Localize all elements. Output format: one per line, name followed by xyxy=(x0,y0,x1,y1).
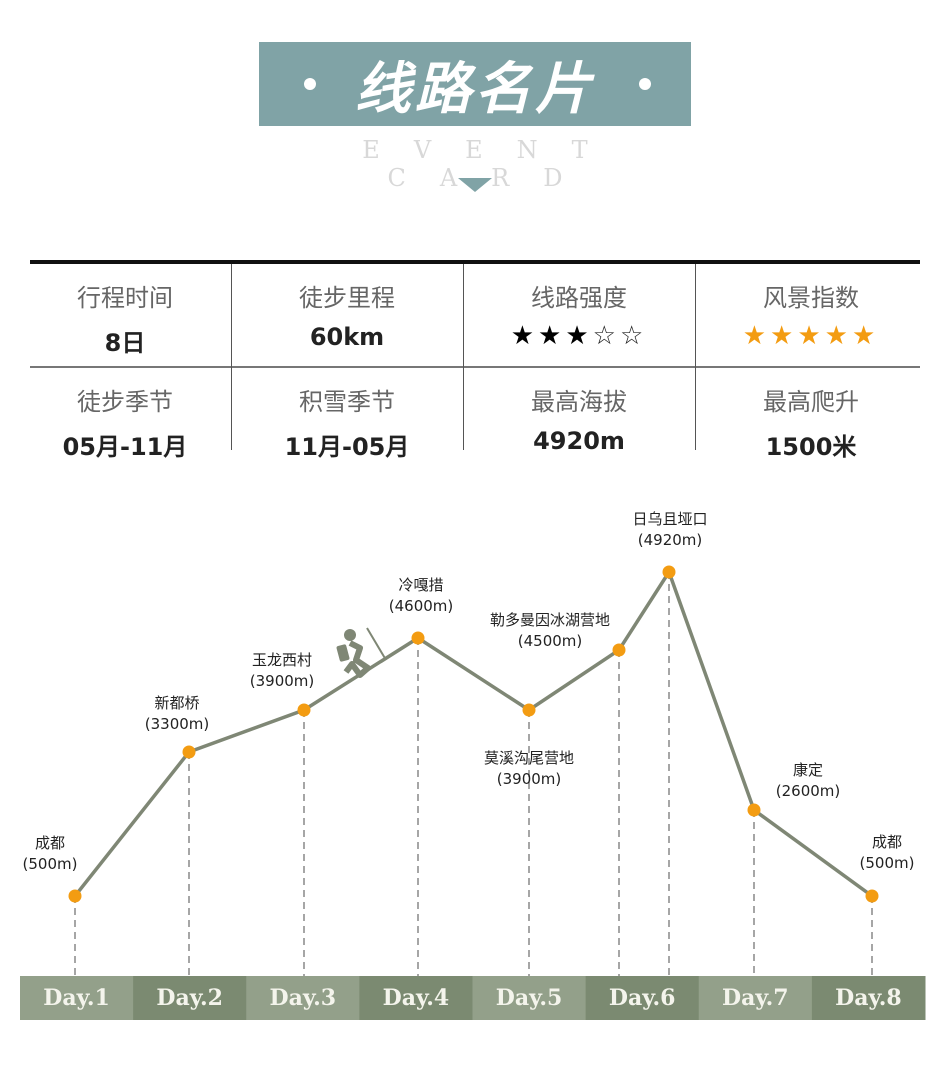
title-banner: 线路名片 xyxy=(259,42,691,126)
divider xyxy=(695,264,696,450)
waypoint-name: 玉龙西村 xyxy=(252,651,312,669)
info-cell: 最高海拔 4920m xyxy=(463,382,695,455)
day-label: Day.2 xyxy=(156,985,223,1011)
day-bar xyxy=(133,976,247,1020)
star-filled-icon: ★ xyxy=(770,321,798,351)
waypoint-name: 成都 xyxy=(35,834,65,852)
info-value: 8日 xyxy=(104,329,146,357)
star-filled-icon: ★ xyxy=(538,321,566,351)
waypoint-elevation: (3900m) xyxy=(250,672,315,690)
day-label: Day.5 xyxy=(496,985,563,1011)
day-bar xyxy=(359,976,473,1020)
info-label: 风景指数 xyxy=(763,284,859,312)
waypoint-dot xyxy=(182,745,196,759)
star-filled-icon: ★ xyxy=(565,321,593,351)
info-cell: 最高爬升 1500米 xyxy=(695,382,927,462)
star-rating: ★★★☆☆ xyxy=(463,321,695,351)
day-bar xyxy=(585,976,700,1020)
info-label: 行程时间 xyxy=(77,284,173,312)
divider xyxy=(30,366,920,368)
star-filled-icon: ★ xyxy=(797,321,825,351)
divider xyxy=(231,264,232,450)
waypoint-elevation: (500m) xyxy=(860,854,915,872)
waypoint-name: 成都 xyxy=(872,833,902,851)
info-value: 60km xyxy=(309,323,385,351)
star-filled-icon: ★ xyxy=(742,321,771,351)
waypoint-name: 新都桥 xyxy=(154,694,199,712)
star-empty-icon: ☆ xyxy=(619,321,648,351)
waypoint-name: 冷嘎措 xyxy=(398,576,443,594)
hiker-icon xyxy=(336,627,387,678)
info-cell: 线路强度 ★★★☆☆ xyxy=(463,278,695,351)
info-table: 行程时间 8日 徒步里程 60km 线路强度 ★★★☆☆ 风景指数 ★★★★★ 徒步季节 05月-… xyxy=(30,260,920,461)
waypoint-dot xyxy=(522,703,536,717)
waypoint-dot xyxy=(612,643,626,657)
waypoint-elevation: (2600m) xyxy=(776,782,841,800)
day-bar xyxy=(20,976,134,1020)
page-title: 线路名片 xyxy=(355,56,595,122)
waypoint-dot xyxy=(411,631,425,645)
waypoint-dot xyxy=(297,703,311,717)
day-bar xyxy=(811,976,926,1020)
triangle-down-icon xyxy=(458,178,492,192)
info-label: 徒步季节 xyxy=(77,388,173,416)
day-label: Day.8 xyxy=(835,985,902,1011)
star-rating: ★★★★★ xyxy=(695,321,927,351)
info-value: 4920m xyxy=(533,427,625,455)
star-filled-icon: ★ xyxy=(510,321,539,351)
day-label: Day.1 xyxy=(43,985,110,1011)
day-label: Day.4 xyxy=(383,985,450,1011)
waypoint-dot xyxy=(662,565,676,579)
waypoint-dot xyxy=(865,889,879,903)
info-label: 积雪季节 xyxy=(299,388,395,416)
info-value: 1500米 xyxy=(765,433,857,461)
waypoint-name: 康定 xyxy=(793,761,823,779)
info-label: 最高海拔 xyxy=(531,388,627,416)
waypoint-dot xyxy=(747,803,761,817)
info-value: 05月-11月 xyxy=(62,433,188,461)
star-filled-icon: ★ xyxy=(851,321,880,351)
day-label: Day.7 xyxy=(722,985,789,1011)
elevation-line xyxy=(73,568,874,898)
info-value: 11月-05月 xyxy=(284,433,410,461)
info-label: 最高爬升 xyxy=(763,388,859,416)
dot-icon xyxy=(639,78,651,90)
day-bar xyxy=(472,976,587,1020)
waypoint-elevation: (500m) xyxy=(23,855,78,873)
waypoint-name: 勒多曼因冰湖营地 xyxy=(490,611,610,629)
waypoint-elevation: (4500m) xyxy=(518,632,583,650)
waypoint-dot xyxy=(68,889,82,903)
day-bar xyxy=(698,976,813,1020)
waypoint-elevation: (3300m) xyxy=(145,715,210,733)
waypoint-name: 莫溪沟尾营地 xyxy=(484,749,574,767)
info-cell: 风景指数 ★★★★★ xyxy=(695,278,927,351)
info-cell: 行程时间 8日 xyxy=(9,278,241,358)
star-filled-icon: ★ xyxy=(824,321,852,351)
waypoint-elevation: (4920m) xyxy=(638,531,703,549)
waypoint-name: 日乌且垭口 xyxy=(632,510,707,528)
day-label: Day.6 xyxy=(609,985,676,1011)
star-empty-icon: ☆ xyxy=(592,321,620,351)
day-bar xyxy=(246,976,360,1020)
waypoint-elevation: (4600m) xyxy=(389,597,454,615)
dot-icon xyxy=(304,78,316,90)
info-cell: 积雪季节 11月-05月 xyxy=(231,382,463,462)
info-cell: 徒步里程 60km xyxy=(231,278,463,351)
info-label: 徒步里程 xyxy=(299,284,395,312)
waypoint-elevation: (3900m) xyxy=(497,770,562,788)
info-label: 线路强度 xyxy=(531,284,627,312)
info-cell: 徒步季节 05月-11月 xyxy=(9,382,241,462)
day-label: Day.3 xyxy=(270,985,337,1011)
divider xyxy=(463,264,464,450)
